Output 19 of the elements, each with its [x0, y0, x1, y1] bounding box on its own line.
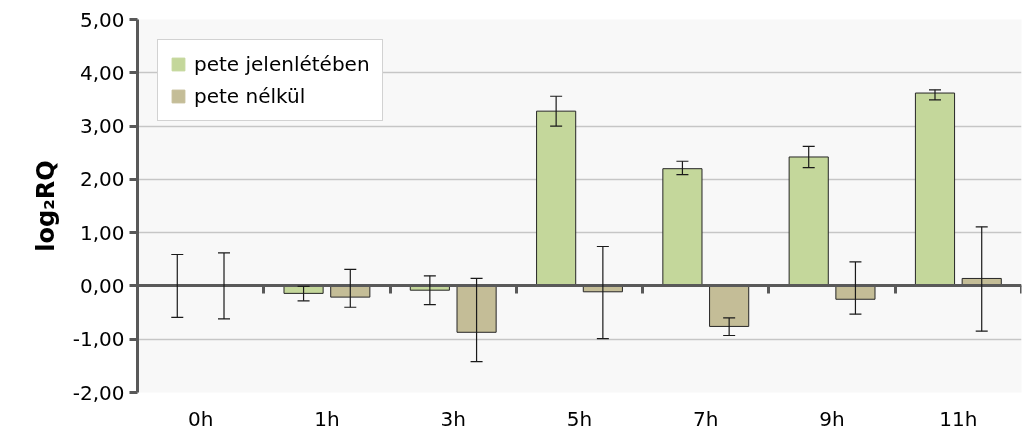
y-tick-label: -2,00 [72, 380, 125, 405]
x-tick-label: 1h [314, 406, 340, 431]
y-tick-label: 2,00 [79, 167, 125, 192]
y-tick-label: 5,00 [79, 7, 125, 32]
y-tick-label: 0,00 [79, 273, 125, 298]
legend-label: pete nélkül [194, 84, 306, 108]
y-tick-label: 4,00 [79, 60, 125, 85]
y-tick-label: -1,00 [72, 327, 125, 352]
x-tick-label: 9h [819, 406, 845, 431]
x-tick-label: 0h [187, 406, 214, 431]
y-axis-title: log₂RQ [31, 160, 60, 252]
x-tick-label: 11h [939, 406, 978, 431]
bar [914, 92, 956, 287]
legend-label: pete jelenlétében [194, 52, 370, 76]
x-tick-label: 7h [693, 406, 719, 431]
x-tick-label: 3h [440, 406, 466, 431]
x-tick-label: 5h [566, 406, 593, 431]
y-tick-label: 3,00 [79, 114, 125, 139]
y-tick-label: 1,00 [79, 220, 125, 245]
